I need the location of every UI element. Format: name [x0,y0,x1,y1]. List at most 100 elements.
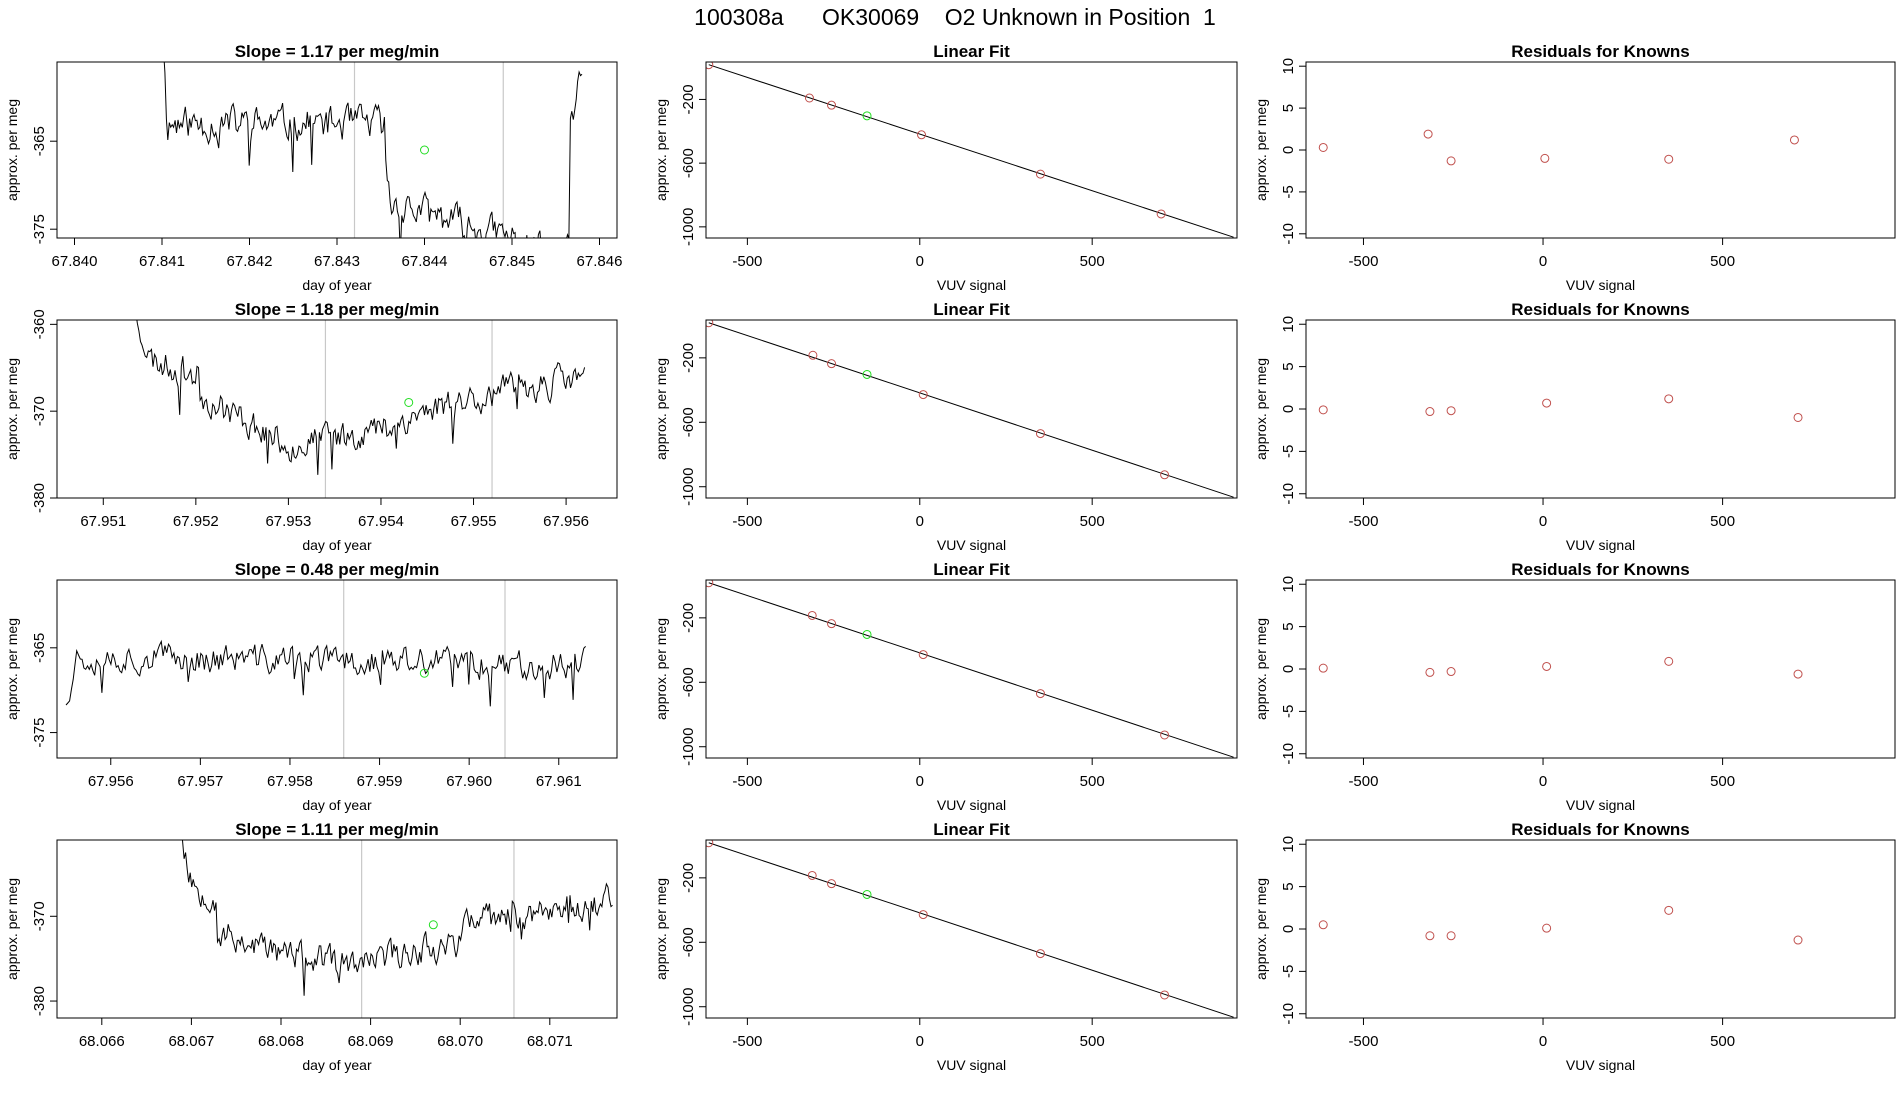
x-tick-label: 0 [916,1033,924,1050]
x-axis-label: day of year [302,277,372,293]
residual-point [1793,935,1803,945]
x-tick-label: -500 [732,1033,762,1050]
linear-fit-panel-row-3: Linear Fit VUV signal approx. per meg -500 0… [653,560,1238,813]
y-tick-label: 10 [1280,316,1297,333]
plot-frame [1305,61,1896,239]
plot-area [65,580,586,758]
y-tick-label: 0 [1280,405,1297,413]
plot-frame [56,839,618,1019]
x-tick-label: 67.841 [139,253,185,270]
residual-point [1423,129,1433,139]
known-point [918,650,928,660]
plot-area [1318,129,1799,166]
x-tick-label: 67.959 [357,773,403,790]
x-axis-label: day of year [302,797,372,813]
trace-line [163,62,583,238]
known-point [1160,470,1170,480]
known-point [918,390,928,400]
known-point [804,93,814,103]
x-tick-label: -500 [1348,773,1378,790]
plot-area [706,320,1234,498]
y-axis-label: approx. per meg [4,99,20,201]
residual-point [1789,135,1799,145]
y-tick-label: -1000 [680,208,697,246]
plot-area [163,62,583,238]
y-axis-label: approx. per meg [4,358,20,460]
residual-point [1425,931,1435,941]
y-tick-label: -1000 [680,728,697,766]
trace-line [65,639,586,707]
y-tick-label: -200 [680,84,697,114]
x-tick-label: 67.951 [80,513,126,530]
residual-point [1542,661,1552,671]
y-axis-label: approx. per meg [1253,878,1269,980]
plot-frame [56,61,618,239]
plot-area [181,840,613,1018]
y-tick-label: -200 [680,603,697,633]
y-tick-label: -375 [31,718,48,748]
plot-area [1318,394,1803,422]
panel-title: Slope = 1.18 per meg/min [235,300,440,319]
y-tick-label: -5 [1280,185,1297,198]
x-tick-label: 0 [916,253,924,270]
y-axis-label: approx. per meg [653,99,669,201]
residual-point [1793,669,1803,679]
residual-point [1425,667,1435,677]
time-series-panel-row-3: Slope = 0.48 per meg/min day of year appro… [4,560,618,813]
residual-point [1793,412,1803,422]
x-tick-label: 68.070 [437,1033,483,1050]
y-tick-label: 10 [1280,836,1297,853]
y-tick-label: -380 [31,483,48,513]
y-axis-label: approx. per meg [4,878,20,980]
residuals-panel-row-2: Residuals for Knowns VUV signal approx. pe… [1253,300,1896,553]
x-tick-label: -500 [732,513,762,530]
x-tick-label: -500 [1348,513,1378,530]
residual-point [1542,923,1552,933]
y-tick-label: -5 [1280,705,1297,718]
y-tick-label: -200 [680,343,697,373]
residual-point [1664,656,1674,666]
trace-line [136,320,586,475]
residual-point [1446,156,1456,166]
fit-line [708,582,1234,758]
time-series-panel-row-1: Slope = 1.17 per meg/min day of year appro… [4,42,622,293]
y-axis-label: approx. per meg [653,618,669,720]
known-point [827,359,837,369]
unknown-sample-point [404,397,414,407]
linear-fit-panel-row-1: Linear Fit VUV signal approx. per meg -500 0… [653,42,1238,293]
residuals-panel-row-4: Residuals for Knowns VUV signal approx. pe… [1253,820,1896,1073]
x-tick-label: -500 [1348,1033,1378,1050]
residual-point [1664,154,1674,164]
y-tick-label: 10 [1280,58,1297,75]
y-tick-label: 5 [1280,362,1297,370]
y-tick-label: -370 [31,396,48,426]
plot-area [1318,905,1803,945]
x-axis-label: VUV signal [1566,1057,1635,1073]
x-tick-label: 67.956 [543,513,589,530]
y-tick-label: 0 [1280,146,1297,154]
x-tick-label: 500 [1080,513,1105,530]
known-point [808,350,818,360]
panel-title: Residuals for Knowns [1511,820,1690,839]
known-point [706,580,714,588]
x-axis-label: VUV signal [1566,277,1635,293]
y-axis-label: approx. per meg [1253,358,1269,460]
x-tick-label: 500 [1710,253,1735,270]
x-tick-label: 67.844 [402,253,448,270]
known-point [1035,689,1045,699]
plot-area [706,580,1234,758]
x-tick-label: 67.842 [227,253,273,270]
x-tick-label: 67.961 [536,773,582,790]
panel-title: Residuals for Knowns [1511,300,1690,319]
x-tick-label: 67.956 [88,773,134,790]
y-tick-label: -200 [680,863,697,893]
y-tick-label: -10 [1280,483,1297,505]
y-tick-label: -600 [680,148,697,178]
residual-point [1540,153,1550,163]
y-tick-label: -600 [680,407,697,437]
panel-title: Slope = 1.11 per meg/min [235,820,439,839]
known-point [827,879,837,889]
x-axis-label: VUV signal [937,797,1006,813]
y-tick-label: -365 [31,126,48,156]
